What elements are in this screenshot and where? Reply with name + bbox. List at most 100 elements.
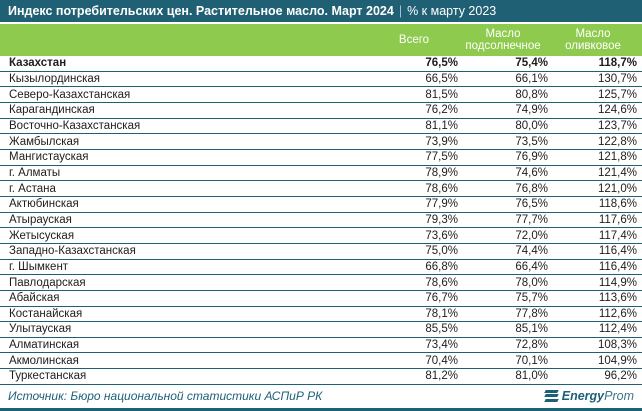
value-cell: 81,2% (425, 370, 458, 383)
table-row: Северо-Казахстанская 81,5% 80,8% 125,7% (0, 87, 642, 103)
value-cell: 75,7% (515, 292, 548, 305)
value-cell: 81,0% (515, 370, 548, 383)
table-row: Костанайская 78,1% 77,8% 112,6% (0, 306, 642, 323)
bottom-border (0, 408, 642, 411)
table-row: Жетысуская 73,6% 72,0% 117,4% (0, 228, 642, 244)
value-cell: 66,8% (425, 260, 458, 273)
table-row: Атырауская 79,3% 77,7% 117,6% (0, 212, 642, 229)
value-cell: 117,6% (598, 213, 637, 226)
value-cell: 80,0% (515, 119, 548, 132)
value-cell: 76,9% (515, 151, 548, 164)
title-subtitle: % к марту 2023 (407, 4, 497, 18)
value-cell: 77,8% (515, 307, 548, 320)
value-cell: 104,9% (597, 354, 637, 367)
table-row: Жамбылская 73,9% 73,5% 122,8% (0, 134, 642, 150)
value-cell: 73,5% (515, 135, 548, 148)
table-row: Улытауская 85,5% 85,1% 112,4% (0, 322, 642, 338)
value-cell: 78,0% (515, 276, 548, 289)
value-cell: 85,5% (425, 323, 458, 336)
table-row: Абайская 76,7% 75,7% 113,6% (0, 290, 642, 307)
value-cell: 78,9% (425, 166, 458, 179)
table-row: Казахстан 76,5% 75,4% 118,7% (0, 56, 642, 72)
region-name: Мангистауская (9, 151, 89, 164)
value-cell: 118,6% (598, 198, 637, 211)
region-name: г. Шымкент (9, 260, 69, 273)
region-name: Туркестанская (9, 370, 87, 383)
region-name: Западно-Казахстанская (9, 245, 136, 258)
table-row: Павлодарская 78,6% 78,0% 114,9% (0, 275, 642, 291)
value-cell: 130,7% (597, 72, 637, 85)
region-name: Улытауская (9, 323, 72, 336)
column-header-sunflower-oil: Масло подсолнечное (465, 27, 541, 53)
value-cell: 116,4% (598, 260, 637, 273)
table-row: г. Шымкент 66,8% 66,4% 116,4% (0, 259, 642, 276)
table-row: г. Астана 78,6% 76,8% 121,0% (0, 181, 642, 197)
table-row: Карагандинская 76,2% 74,9% 124,6% (0, 102, 642, 119)
value-cell: 117,4% (598, 229, 637, 242)
value-cell: 80,8% (515, 88, 548, 101)
region-name: Карагандинская (9, 104, 95, 117)
table-body: Казахстан 76,5% 75,4% 118,7% Кызылординская 6… (0, 56, 642, 385)
value-cell: 66,4% (515, 260, 548, 273)
value-cell: 123,7% (597, 119, 637, 132)
energyprom-logo: EnergyProm (543, 388, 634, 403)
value-cell: 75,4% (515, 57, 548, 70)
value-cell: 72,8% (515, 339, 548, 352)
value-cell: 112,4% (598, 323, 637, 336)
region-name: г. Алматы (9, 166, 61, 179)
table-row: Восточно-Казахстанская 81,1% 80,0% 123,7% (0, 118, 642, 135)
energyprom-logo-text: EnergyProm (561, 388, 634, 403)
value-cell: 85,1% (515, 323, 548, 336)
region-name: Костанайская (9, 307, 83, 320)
value-cell: 74,4% (515, 245, 548, 258)
region-name: Алматинская (9, 339, 80, 352)
column-header-total: Всего (398, 33, 430, 46)
value-cell: 66,5% (425, 72, 458, 85)
value-cell: 76,5% (515, 198, 548, 211)
value-cell: 121,0% (597, 182, 637, 195)
value-cell: 73,4% (425, 339, 458, 352)
value-cell: 77,7% (515, 213, 548, 226)
table-row: Мангистауская 77,5% 76,9% 121,8% (0, 149, 642, 166)
value-cell: 78,1% (425, 307, 458, 320)
value-cell: 76,8% (515, 182, 548, 195)
value-cell: 81,5% (425, 88, 458, 101)
value-cell: 114,9% (598, 276, 637, 289)
value-cell: 79,3% (425, 213, 458, 226)
value-cell: 70,4% (425, 354, 458, 367)
value-cell: 108,3% (597, 339, 637, 352)
table-header-row: Всего Масло подсолнечное Масло оливковое (0, 24, 642, 56)
title-divider: | (398, 4, 403, 18)
value-cell: 78,6% (425, 182, 458, 195)
value-cell: 73,9% (425, 135, 458, 148)
region-name: Казахстан (9, 57, 67, 70)
value-cell: 72,0% (515, 229, 548, 242)
region-name: Акмолинская (9, 354, 79, 367)
value-cell: 66,1% (515, 72, 548, 85)
region-name: Абайская (9, 292, 60, 305)
value-cell: 78,6% (425, 276, 458, 289)
table-row: г. Алматы 78,9% 74,6% 121,4% (0, 165, 642, 182)
region-name: Жамбылская (9, 135, 80, 148)
value-cell: 121,4% (597, 166, 637, 179)
source-note: Источник: Бюро национальной статистики А… (8, 388, 323, 403)
region-name: Жетысуская (9, 229, 75, 242)
energyprom-logo-icon (543, 389, 559, 402)
value-cell: 124,6% (597, 104, 637, 117)
value-cell: 96,2% (604, 370, 637, 383)
region-name: Актюбинская (9, 198, 79, 211)
value-cell: 77,5% (425, 151, 458, 164)
table-row: Туркестанская 81,2% 81,0% 96,2% (0, 369, 642, 385)
table-row: Актюбинская 77,9% 76,5% 118,6% (0, 196, 642, 213)
value-cell: 116,4% (598, 245, 637, 258)
value-cell: 73,6% (425, 229, 458, 242)
footer: Источник: Бюро национальной статистики А… (0, 385, 642, 407)
table-row: Акмолинская 70,4% 70,1% 104,9% (0, 353, 642, 370)
table-row: Западно-Казахстанская 75,0% 74,4% 116,4% (0, 243, 642, 260)
table-row: Алматинская 73,4% 72,8% 108,3% (0, 337, 642, 354)
value-cell: 74,9% (515, 104, 548, 117)
column-header-olive-oil: Масло оливковое (565, 27, 621, 53)
region-name: Восточно-Казахстанская (9, 119, 141, 132)
value-cell: 81,1% (425, 119, 458, 132)
